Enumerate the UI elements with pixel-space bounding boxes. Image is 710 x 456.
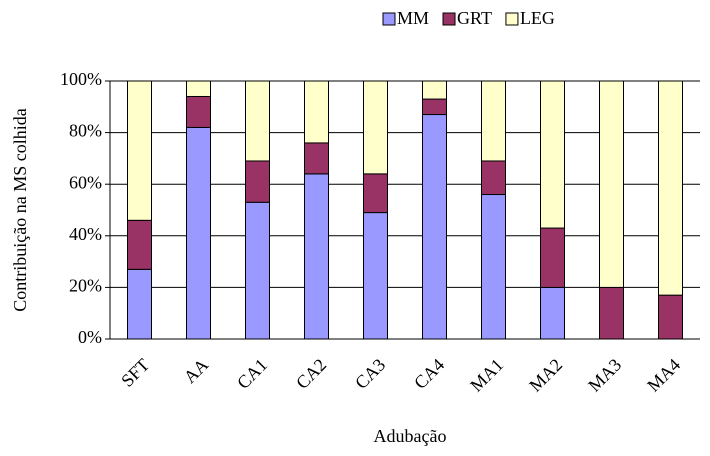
- bar-segment: [658, 80, 683, 296]
- x-tick-label: CA3: [351, 355, 389, 393]
- bar-segment: [363, 212, 388, 340]
- bar-segment: [599, 80, 624, 288]
- legend-label: GRT: [457, 8, 492, 28]
- x-tick-label: MA2: [525, 355, 566, 396]
- bar-segment: [186, 126, 211, 340]
- bar-segment: [186, 95, 211, 128]
- x-tick-label: MA3: [584, 355, 625, 396]
- y-axis-title: Contribuição na MS colhida: [10, 108, 30, 311]
- bar-segment: [245, 201, 270, 340]
- bar-segment: [540, 227, 565, 288]
- bar-segment: [599, 286, 624, 340]
- bar-segment: [658, 294, 683, 340]
- bar-segment: [481, 194, 506, 340]
- x-tick-label: CA2: [292, 355, 330, 393]
- x-tick-label: MA1: [466, 355, 507, 396]
- legend-label: LEG: [520, 8, 555, 28]
- x-tick-label: SFT: [117, 355, 153, 391]
- bar-segment: [245, 160, 270, 203]
- bar-segment: [363, 173, 388, 214]
- bar-segment: [245, 80, 270, 162]
- bar-segment: [540, 286, 565, 340]
- bar-segment: [540, 80, 565, 229]
- legend-swatch: [382, 12, 396, 26]
- x-tick-label: AA: [180, 355, 213, 388]
- bar-segment: [127, 219, 152, 270]
- bar-segment: [127, 268, 152, 340]
- x-tick-label: MA4: [643, 355, 684, 396]
- y-tick-label: 100%: [60, 69, 102, 89]
- bar-segment: [481, 160, 506, 196]
- bar-segment: [304, 173, 329, 340]
- y-tick-label: 60%: [69, 172, 102, 192]
- bar-segment: [422, 98, 447, 116]
- y-tick-label: 40%: [69, 224, 102, 244]
- bar-segment: [363, 80, 388, 175]
- legend-swatch: [442, 12, 456, 26]
- bar-segment: [422, 80, 447, 100]
- bar-segment: [127, 80, 152, 221]
- y-tick-label: 20%: [69, 276, 102, 296]
- bar-segment: [481, 80, 506, 162]
- x-axis-title: Adubação: [374, 426, 447, 446]
- legend-swatch: [505, 12, 519, 26]
- y-tick-label: 0%: [78, 327, 102, 347]
- bar-segment: [422, 114, 447, 340]
- y-tick-label: 80%: [69, 121, 102, 141]
- bar-segment: [304, 80, 329, 144]
- legend-label: MM: [397, 8, 429, 28]
- bar-segment: [186, 80, 211, 97]
- x-tick-label: CA4: [410, 355, 448, 393]
- x-tick-label: CA1: [233, 355, 271, 393]
- bar-segment: [304, 142, 329, 175]
